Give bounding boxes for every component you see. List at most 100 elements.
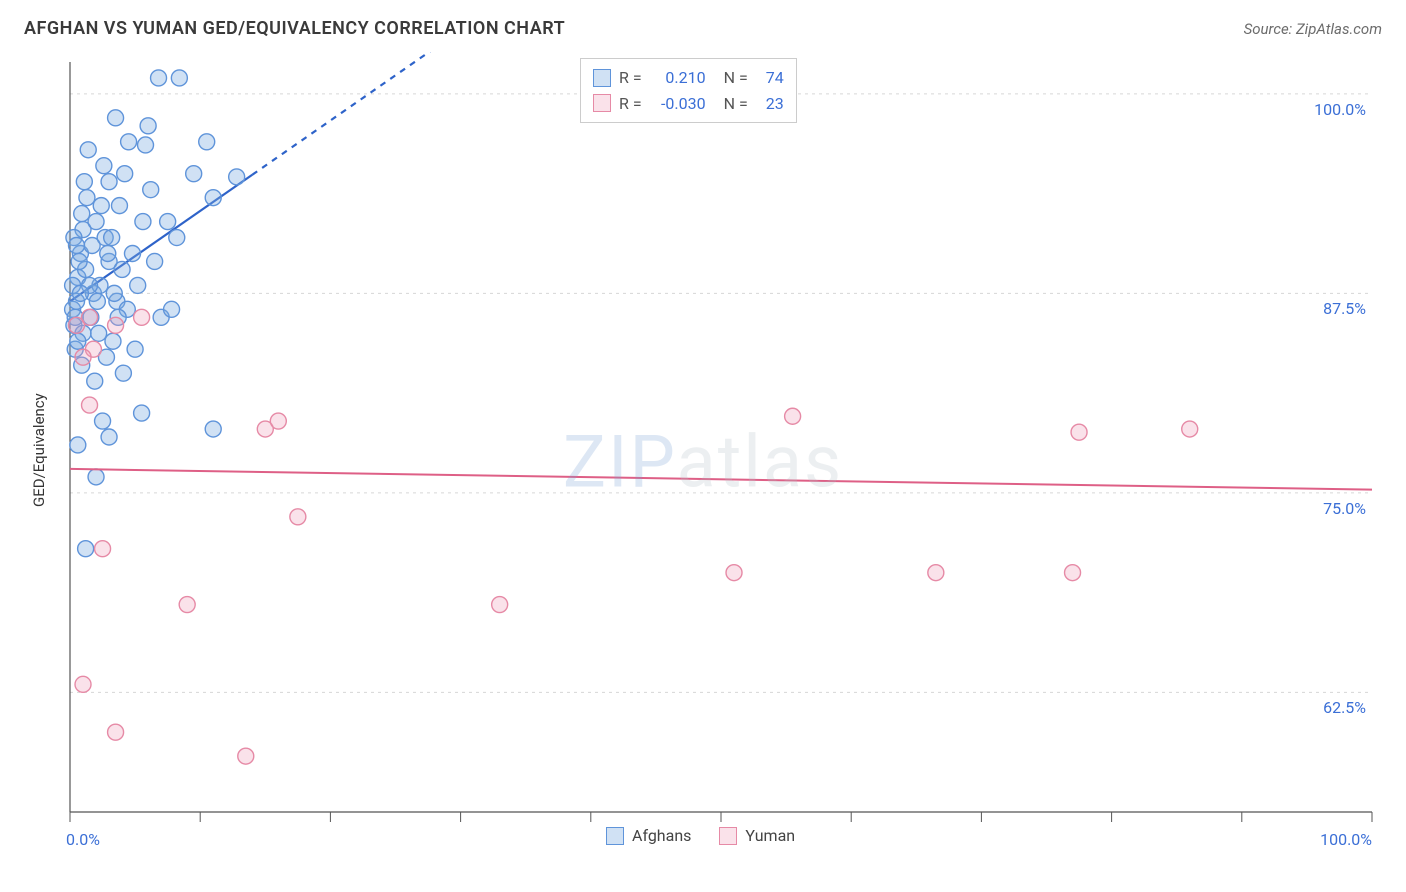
data-point (80, 142, 96, 158)
data-point (104, 230, 120, 246)
legend-swatch (606, 827, 624, 845)
legend-r-label: R = (619, 65, 642, 91)
data-point (76, 174, 92, 190)
data-point (108, 724, 124, 740)
data-point (1065, 565, 1081, 581)
legend-n-label: N = (724, 91, 748, 117)
data-point (82, 397, 98, 413)
data-point (75, 349, 91, 365)
data-point (101, 174, 117, 190)
trend-line-dashed (252, 52, 460, 175)
data-point (205, 421, 221, 437)
legend-label: Afghans (632, 826, 691, 845)
y-tick-label: 87.5% (1323, 299, 1366, 318)
data-point (87, 373, 103, 389)
data-point (238, 748, 254, 764)
legend-n-label: N = (724, 65, 748, 91)
data-point (229, 169, 245, 185)
chart-title: AFGHAN VS YUMAN GED/EQUIVALENCY CORRELAT… (24, 18, 565, 39)
data-point (134, 405, 150, 421)
data-point (928, 565, 944, 581)
legend-n-value: 74 (756, 65, 784, 91)
data-point (205, 190, 221, 206)
data-point (70, 333, 86, 349)
y-axis-label: GED/Equivalency (30, 393, 48, 507)
data-point (134, 309, 150, 325)
data-point (82, 309, 98, 325)
source-attribution: Source: ZipAtlas.com (1244, 20, 1382, 38)
data-point (151, 70, 167, 86)
series-legend: Afghans Yuman (606, 826, 795, 845)
data-point (79, 190, 95, 206)
legend-n-value: 23 (756, 91, 784, 117)
data-point (114, 261, 130, 277)
data-point (160, 214, 176, 230)
data-point (492, 597, 508, 613)
legend-label: Yuman (745, 826, 795, 845)
data-point (95, 413, 111, 429)
data-point (726, 565, 742, 581)
data-point (74, 206, 90, 222)
scatter-chart (24, 52, 1382, 872)
data-point (169, 230, 185, 246)
legend-swatch (593, 69, 611, 87)
legend-r-label: R = (619, 91, 642, 117)
x-tick-label: 0.0% (66, 830, 100, 849)
data-point (270, 413, 286, 429)
data-point (127, 341, 143, 357)
data-point (138, 137, 154, 153)
data-point (93, 198, 109, 214)
data-point (147, 253, 163, 269)
data-point (72, 285, 88, 301)
data-point (105, 333, 121, 349)
data-point (143, 182, 159, 198)
data-point (117, 166, 133, 182)
data-point (121, 134, 137, 150)
data-point (171, 70, 187, 86)
data-point (186, 166, 202, 182)
data-point (96, 158, 112, 174)
y-tick-label: 100.0% (1314, 100, 1366, 119)
data-point (164, 301, 180, 317)
data-point (88, 469, 104, 485)
legend-swatch (719, 827, 737, 845)
data-point (106, 285, 122, 301)
data-point (124, 245, 140, 261)
data-point (100, 245, 116, 261)
data-point (108, 110, 124, 126)
data-point (71, 253, 87, 269)
data-point (135, 214, 151, 230)
legend-item: Afghans (606, 826, 691, 845)
data-point (69, 238, 85, 254)
data-point (179, 597, 195, 613)
data-point (1182, 421, 1198, 437)
trend-line (70, 469, 1372, 490)
data-point (290, 509, 306, 525)
legend-row: R = 0.210 N = 74 (593, 65, 784, 91)
data-point (785, 408, 801, 424)
chart-container: ZIPatlas GED/Equivalency R =0.210N =74R … (24, 52, 1382, 872)
data-point (89, 293, 105, 309)
data-point (95, 541, 111, 557)
data-point (75, 676, 91, 692)
data-point (111, 198, 127, 214)
x-tick-label: 100.0% (1320, 830, 1372, 849)
data-point (84, 238, 100, 254)
data-point (70, 437, 86, 453)
y-tick-label: 75.0% (1323, 499, 1366, 518)
legend-r-value: 0.210 (650, 65, 706, 91)
data-point (91, 325, 107, 341)
legend-stats-box: R = 0.210 N = 74 R = -0.030 N = 23 (580, 58, 797, 123)
y-tick-label: 62.5% (1323, 698, 1366, 717)
legend-row: R = -0.030 N = 23 (593, 91, 784, 117)
data-point (1071, 424, 1087, 440)
legend-swatch (593, 94, 611, 112)
data-point (88, 214, 104, 230)
data-point (199, 134, 215, 150)
legend-r-value: -0.030 (650, 91, 706, 117)
data-point (78, 541, 94, 557)
data-point (130, 277, 146, 293)
legend-item: Yuman (719, 826, 795, 845)
data-point (108, 317, 124, 333)
data-point (101, 429, 117, 445)
